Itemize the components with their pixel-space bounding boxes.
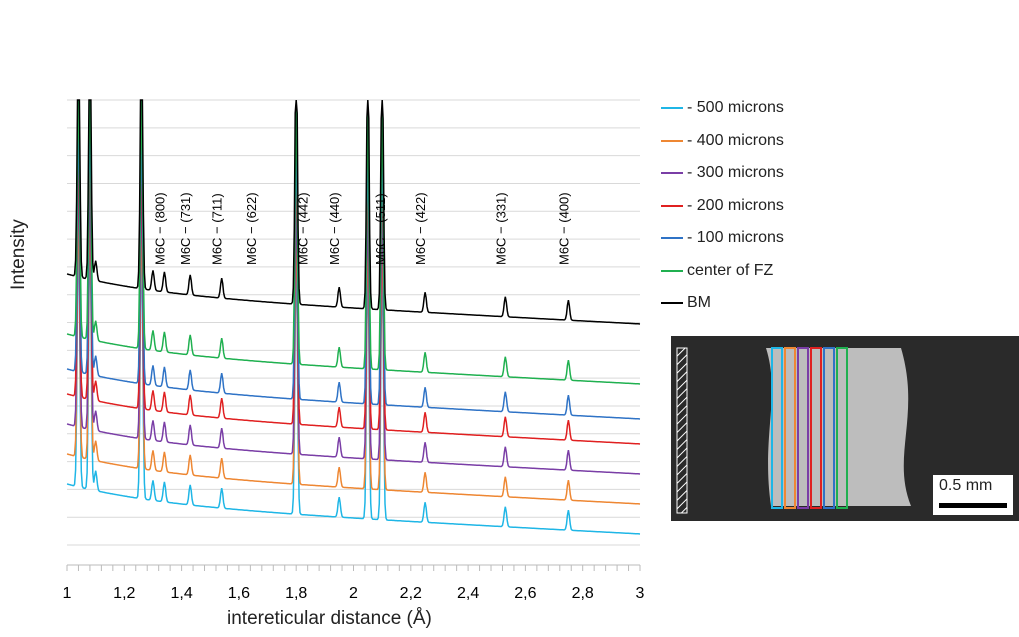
zone-300-marker — [797, 347, 809, 509]
legend-label: - 100 microns — [687, 229, 784, 247]
legend-swatch — [661, 204, 683, 207]
peak-label: M6C − (442) — [296, 192, 311, 265]
x-tick-label: 1,2 — [113, 585, 135, 602]
legend-label: center of FZ — [687, 261, 774, 279]
series-line — [66, 136, 641, 445]
series-line — [66, 99, 641, 325]
legend-swatch — [661, 269, 683, 272]
series-line — [66, 166, 641, 475]
x-tick-label: 2 — [349, 585, 358, 602]
x-tick-label: 2,4 — [457, 585, 479, 602]
peak-label: M6C − (711) — [210, 193, 225, 265]
legend-label: - 500 microns — [687, 99, 784, 117]
fusion-zone-shape — [766, 348, 911, 506]
x-tick-label: 1 — [63, 585, 72, 602]
x-tick-label: 2,8 — [572, 585, 594, 602]
peak-label: M6C − (731) — [178, 192, 193, 265]
x-tick-label: 1,6 — [228, 585, 250, 602]
y-axis-label: Intensity — [8, 219, 29, 290]
zone-center-fz-marker — [836, 347, 848, 509]
series-line — [66, 111, 641, 420]
scale-bar-line — [939, 503, 1007, 508]
peak-label: M6C − (331) — [493, 192, 508, 265]
scale-bar-label: 0.5 mm — [939, 477, 993, 494]
peak-label: M6C − (511) — [373, 193, 388, 265]
scale-bar: 0.5 mm — [933, 475, 1013, 515]
legend-swatch — [661, 237, 683, 240]
zone-200-marker — [810, 347, 822, 509]
legend-item-100: - 100 microns — [661, 222, 821, 255]
x-tick-label: 2,2 — [400, 585, 422, 602]
legend-item-500: - 500 microns — [661, 92, 821, 125]
x-tick-label: 2,6 — [514, 585, 536, 602]
peak-label: M6C − (400) — [556, 192, 571, 265]
series-line — [66, 99, 641, 385]
legend-swatch — [661, 172, 683, 175]
series-line — [66, 226, 641, 535]
series-line — [66, 196, 641, 505]
legend-swatch — [661, 107, 683, 110]
peak-label: M6C − (422) — [413, 192, 428, 265]
x-tick-label: 1,4 — [170, 585, 192, 602]
micrograph-inset: 0.5 mm — [671, 336, 1019, 521]
legend-item-300: - 300 microns — [661, 157, 821, 190]
legend-item-200: - 200 microns — [661, 190, 821, 223]
legend-swatch — [661, 302, 683, 305]
peak-label: M6C − (800) — [152, 192, 167, 265]
legend-label: BM — [687, 294, 711, 312]
legend-label: - 400 microns — [687, 131, 784, 149]
x-tick-label: 1,8 — [285, 585, 307, 602]
peak-label: M6C − (622) — [244, 192, 259, 265]
legend-item-400: - 400 microns — [661, 125, 821, 158]
legend-label: - 200 microns — [687, 196, 784, 214]
zone-500-marker — [771, 347, 783, 509]
x-tick-label: 3 — [636, 585, 645, 602]
legend-item-bm: BM — [661, 287, 821, 320]
legend: - 500 microns - 400 microns - 300 micron… — [661, 92, 821, 320]
bm-zone-marker — [676, 347, 688, 514]
x-axis-label: intereticular distance (Å) — [227, 608, 432, 629]
legend-item-center-fz: center of FZ — [661, 255, 821, 288]
peak-label: M6C − (440) — [327, 192, 342, 265]
zone-400-marker — [784, 347, 796, 509]
zone-100-marker — [823, 347, 835, 509]
legend-label: - 300 microns — [687, 164, 784, 182]
legend-swatch — [661, 139, 683, 142]
